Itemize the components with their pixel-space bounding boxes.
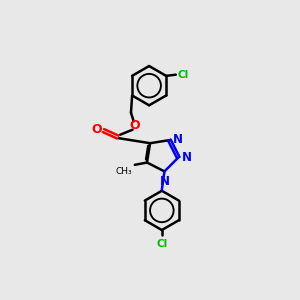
Text: N: N: [182, 151, 191, 164]
Text: N: N: [172, 133, 182, 146]
Text: O: O: [129, 119, 140, 132]
Text: O: O: [91, 123, 102, 136]
Text: Cl: Cl: [156, 239, 167, 249]
Text: Cl: Cl: [178, 70, 189, 80]
Text: N: N: [160, 175, 170, 188]
Text: CH₃: CH₃: [116, 167, 133, 176]
